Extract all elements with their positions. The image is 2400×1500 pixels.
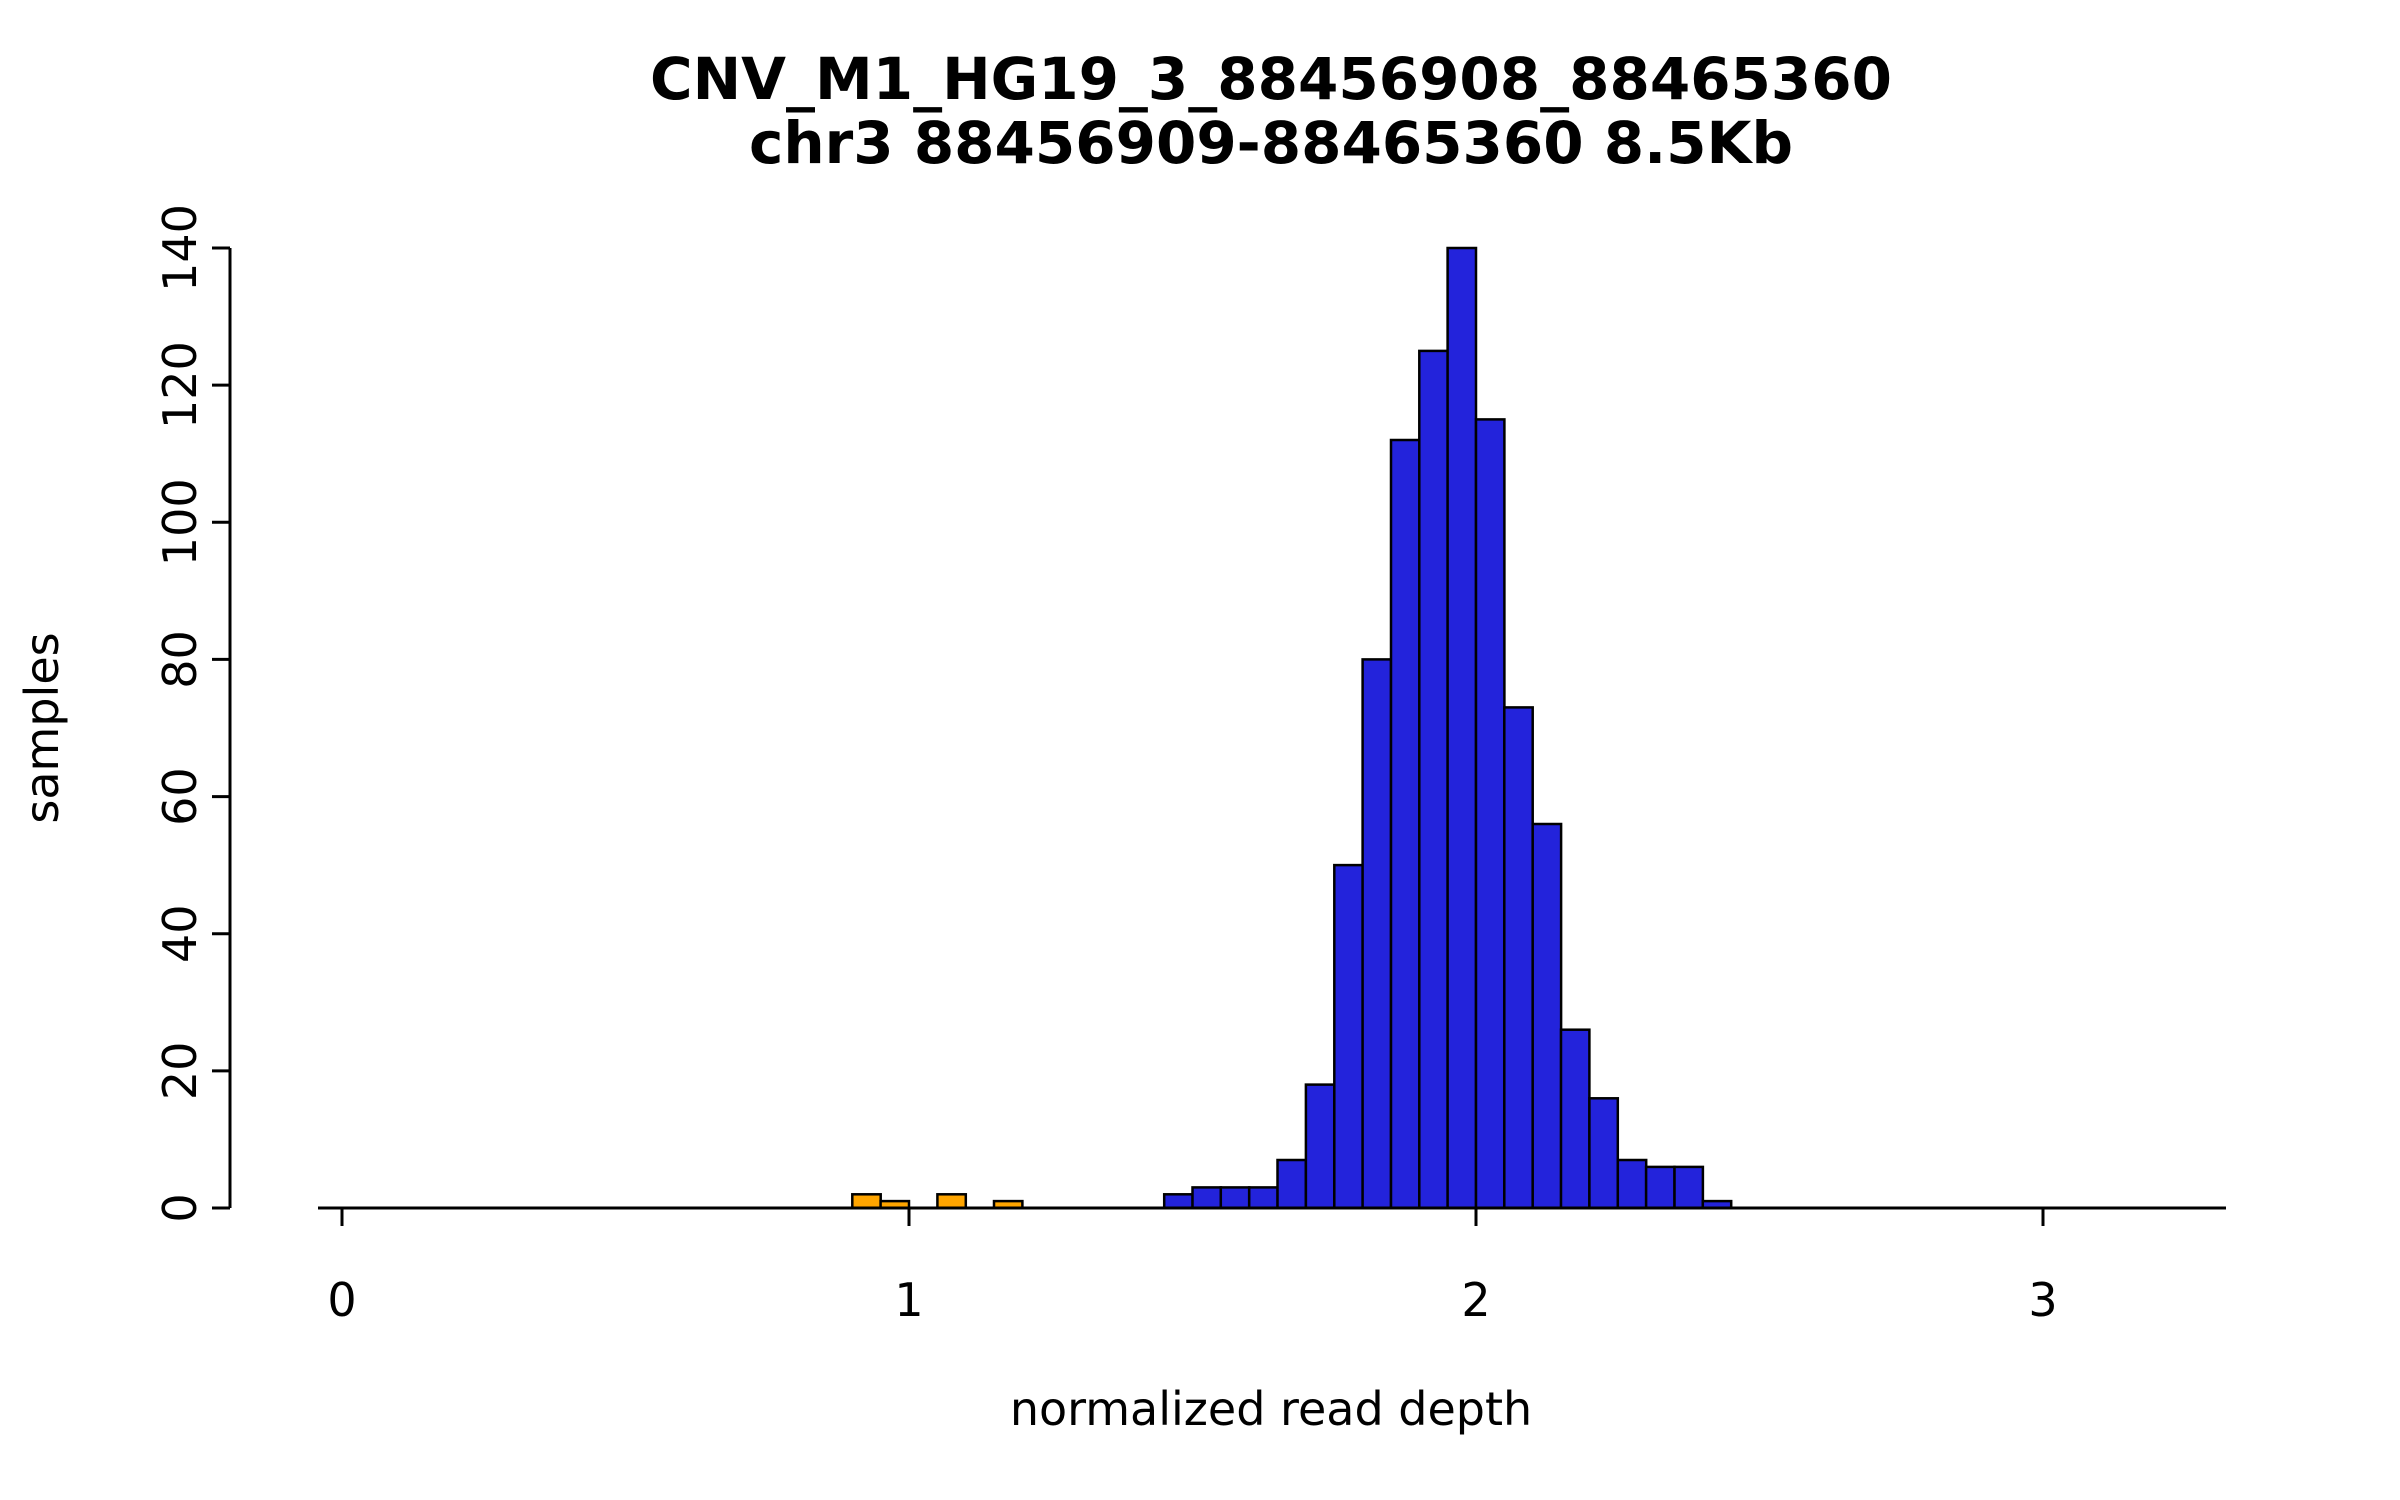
y-tick-label: 80 bbox=[153, 630, 207, 689]
histogram-bar bbox=[1559, 1028, 1591, 1210]
x-tick-label: 3 bbox=[2028, 1273, 2057, 1327]
histogram-bar bbox=[1474, 418, 1506, 1210]
chart-title-line2: chr3 88456909-88465360 8.5Kb bbox=[749, 109, 1793, 177]
y-tick-label: 40 bbox=[153, 904, 207, 963]
histogram-bar bbox=[1616, 1158, 1648, 1210]
histogram-bar bbox=[1531, 822, 1563, 1210]
histogram-bar bbox=[1673, 1165, 1705, 1210]
histogram-bar bbox=[1162, 1193, 1194, 1210]
y-tick-label: 100 bbox=[153, 478, 207, 566]
histogram-bar bbox=[1304, 1083, 1336, 1210]
histogram-bar bbox=[1418, 349, 1449, 1210]
histogram-bar bbox=[936, 1193, 968, 1210]
y-tick-label: 60 bbox=[153, 767, 207, 826]
x-axis-label: normalized read depth bbox=[1009, 1382, 1533, 1436]
histogram-bar bbox=[1389, 438, 1421, 1210]
histogram-bar bbox=[1503, 706, 1534, 1210]
histogram-bar bbox=[851, 1193, 882, 1210]
y-tick-label: 0 bbox=[153, 1193, 207, 1222]
histogram-bar bbox=[1588, 1097, 1620, 1210]
x-tick-label: 1 bbox=[894, 1273, 923, 1327]
histogram-bar bbox=[1276, 1158, 1308, 1210]
y-tick-label: 120 bbox=[153, 341, 207, 429]
y-tick-label: 140 bbox=[153, 204, 207, 292]
chart-title-line1: CNV_M1_HG19_3_88456908_88465360 bbox=[650, 45, 1892, 113]
histogram-bar bbox=[1219, 1186, 1251, 1210]
histogram-bar bbox=[1644, 1165, 1676, 1210]
x-tick-label: 0 bbox=[327, 1273, 356, 1327]
histogram-bar bbox=[1361, 658, 1393, 1210]
histogram-bar bbox=[1446, 246, 1478, 1210]
histogram-bar bbox=[1191, 1186, 1223, 1210]
histogram-bar bbox=[1247, 1186, 1279, 1210]
y-tick-label: 20 bbox=[153, 1042, 207, 1101]
x-tick-label: 2 bbox=[1461, 1273, 1490, 1327]
histogram-bar bbox=[1333, 863, 1364, 1210]
